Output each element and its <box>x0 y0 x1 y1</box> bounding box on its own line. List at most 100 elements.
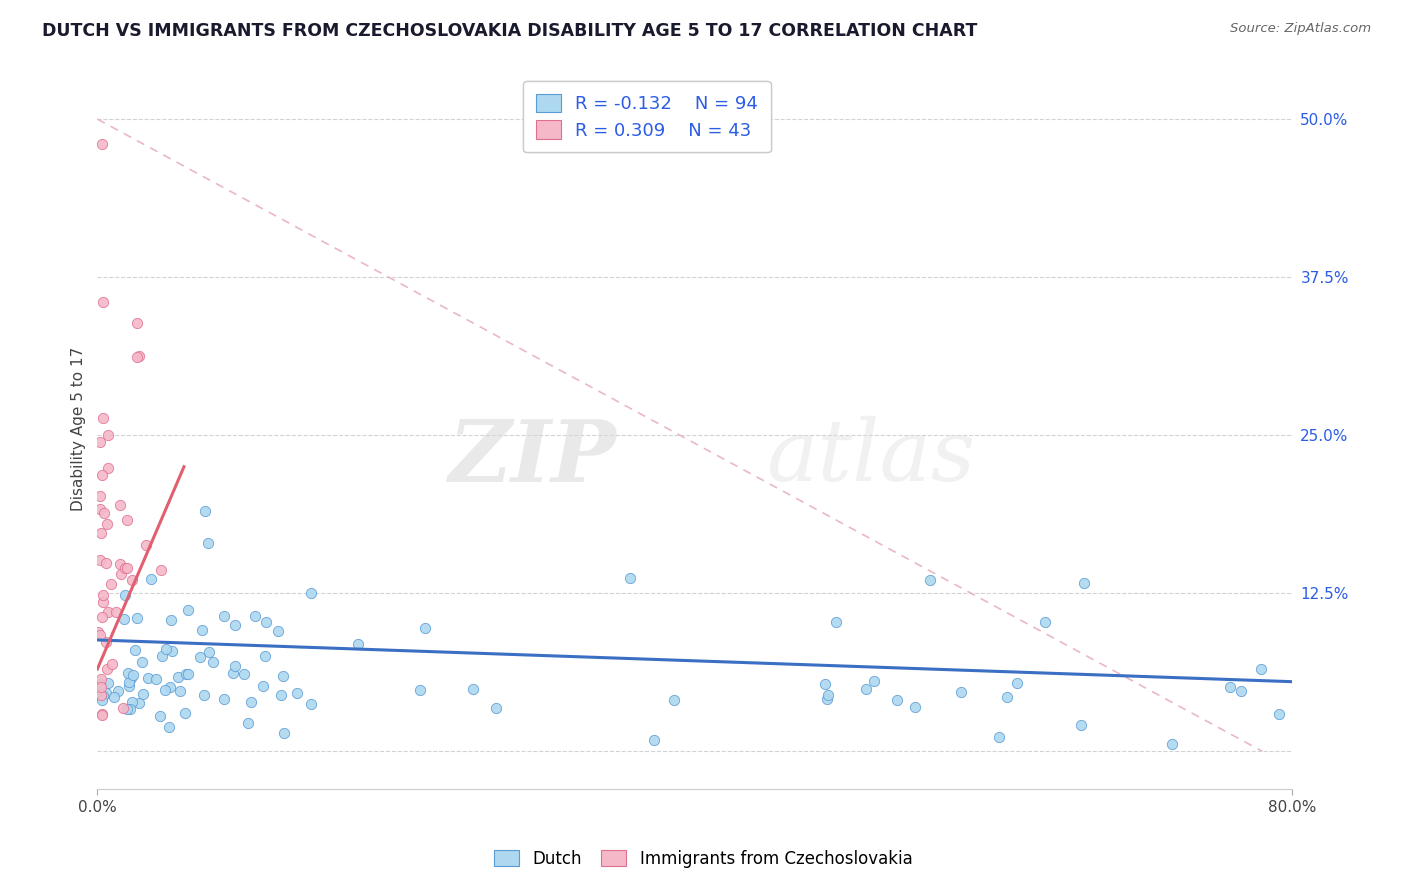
Point <box>194 504 217 518</box>
Point <box>89 553 111 567</box>
Point <box>160 613 183 627</box>
Point <box>886 693 908 707</box>
Point <box>108 498 131 512</box>
Point <box>124 643 146 657</box>
Point <box>273 726 295 740</box>
Point <box>202 656 225 670</box>
Point <box>643 733 665 747</box>
Point <box>619 571 641 585</box>
Point <box>107 684 129 698</box>
Point <box>110 566 132 581</box>
Point <box>236 716 259 731</box>
Point <box>96 516 118 531</box>
Point <box>117 665 139 680</box>
Point <box>301 697 323 711</box>
Point <box>270 688 292 702</box>
Point <box>167 670 190 684</box>
Point <box>177 603 200 617</box>
Point <box>415 621 437 635</box>
Point <box>96 686 118 700</box>
Point <box>115 561 138 575</box>
Point <box>118 675 141 690</box>
Point <box>96 662 118 676</box>
Point <box>90 692 112 706</box>
Point <box>91 610 114 624</box>
Point <box>904 699 927 714</box>
Point <box>91 689 114 703</box>
Point <box>825 615 848 629</box>
Point <box>100 577 122 591</box>
Legend: R = -0.132    N = 94, R = 0.309    N = 43: R = -0.132 N = 94, R = 0.309 N = 43 <box>523 81 770 153</box>
Point <box>253 649 276 664</box>
Point <box>949 684 972 698</box>
Point <box>157 720 180 734</box>
Point <box>285 685 308 699</box>
Point <box>855 681 877 696</box>
Point <box>121 694 143 708</box>
Point <box>918 574 941 588</box>
Point <box>125 316 148 330</box>
Point <box>135 538 157 552</box>
Point <box>90 680 112 694</box>
Text: Source: ZipAtlas.com: Source: ZipAtlas.com <box>1230 22 1371 36</box>
Text: ZIP: ZIP <box>449 416 617 500</box>
Point <box>461 682 484 697</box>
Point <box>1161 737 1184 751</box>
Point <box>91 295 114 310</box>
Point <box>125 351 148 365</box>
Point <box>197 535 219 549</box>
Point <box>197 645 219 659</box>
Point <box>118 679 141 693</box>
Point <box>128 350 150 364</box>
Point <box>224 618 246 632</box>
Point <box>174 706 197 720</box>
Point <box>191 623 214 637</box>
Point <box>176 666 198 681</box>
Point <box>90 672 112 686</box>
Point <box>817 688 839 702</box>
Point <box>114 588 136 602</box>
Point <box>139 572 162 586</box>
Point <box>222 666 245 681</box>
Point <box>103 690 125 705</box>
Point <box>131 655 153 669</box>
Point <box>243 608 266 623</box>
Point <box>224 658 246 673</box>
Point <box>120 671 142 685</box>
Point <box>91 588 114 602</box>
Point <box>128 696 150 710</box>
Point <box>112 612 135 626</box>
Point <box>662 692 685 706</box>
Point <box>863 674 886 689</box>
Point <box>91 595 114 609</box>
Point <box>150 563 173 577</box>
Point <box>153 682 176 697</box>
Point <box>299 586 322 600</box>
Point <box>188 650 211 665</box>
Point <box>89 502 111 516</box>
Point <box>115 702 138 716</box>
Point <box>987 731 1010 745</box>
Text: atlas: atlas <box>766 417 976 499</box>
Point <box>122 667 145 681</box>
Point <box>159 680 181 694</box>
Point <box>347 637 370 651</box>
Point <box>169 684 191 698</box>
Point <box>89 434 111 449</box>
Point <box>114 561 136 575</box>
Point <box>115 513 138 527</box>
Point <box>267 624 290 638</box>
Point <box>90 688 112 702</box>
Point <box>138 671 160 685</box>
Point <box>91 706 114 721</box>
Y-axis label: Disability Age 5 to 17: Disability Age 5 to 17 <box>72 347 86 511</box>
Point <box>1268 706 1291 721</box>
Point <box>101 657 124 671</box>
Point <box>1073 576 1095 591</box>
Point <box>127 611 149 625</box>
Point <box>212 691 235 706</box>
Point <box>118 702 141 716</box>
Point <box>97 605 120 619</box>
Point <box>93 507 115 521</box>
Point <box>1007 675 1029 690</box>
